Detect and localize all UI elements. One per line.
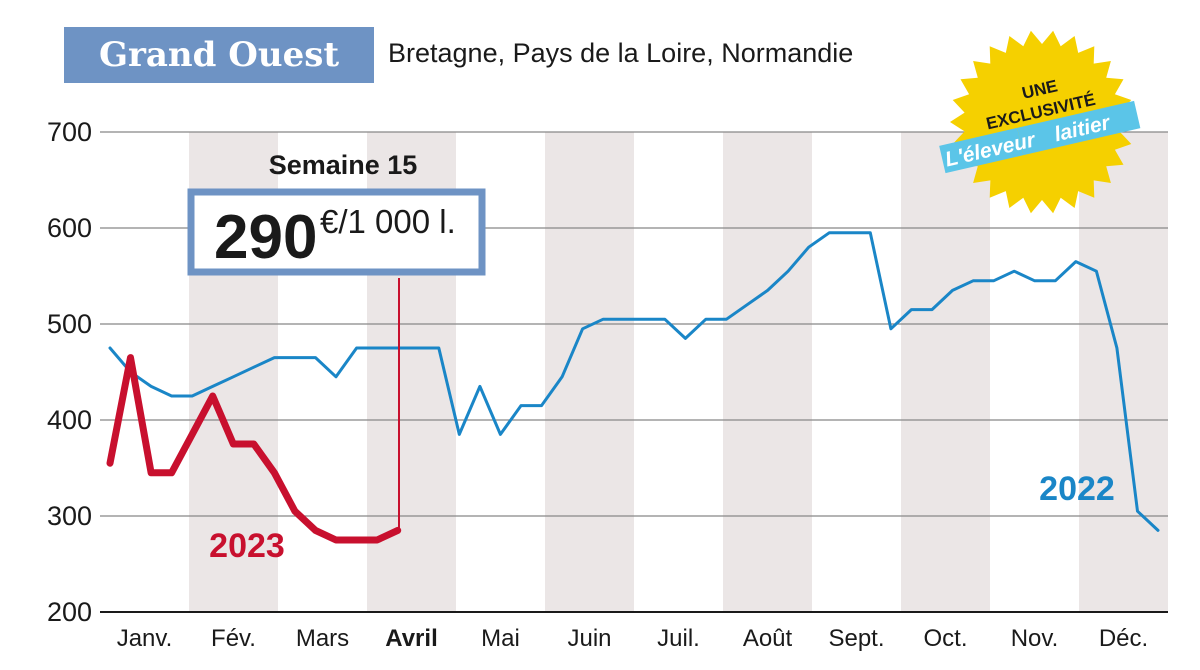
callout-unit: €/1 000 l. [320, 203, 456, 240]
x-month-label: Avril [385, 625, 437, 652]
series-line-2022 [108, 231, 1160, 532]
x-month-label: Nov. [1011, 625, 1059, 652]
y-tick-label: 600 [47, 213, 92, 243]
region-title: Grand Ouest [64, 27, 374, 83]
month-band [1079, 132, 1168, 612]
y-tick-label: 300 [47, 501, 92, 531]
x-month-label: Oct. [923, 625, 967, 652]
month-band [901, 132, 990, 612]
month-band [545, 132, 634, 612]
y-tick-label: 200 [47, 597, 92, 627]
exclusive-badge: UNE EXCLUSIVITÉ L'éleveur laitier [939, 30, 1141, 214]
y-tick-label: 500 [47, 309, 92, 339]
x-month-label: Sept. [828, 625, 884, 652]
series-lines [106, 231, 1160, 544]
series-line-2023 [106, 354, 402, 544]
y-axis-ticks: 200 300 400 500 600 700 [47, 117, 92, 627]
badge-sun-shape [950, 30, 1134, 214]
callout-value: 290 [214, 203, 317, 272]
callout-week-label: Semaine 15 [269, 150, 418, 180]
month-band [723, 132, 812, 612]
series-label-2022: 2022 [1039, 470, 1115, 508]
x-month-label: Fév. [211, 625, 256, 652]
region-subtitle: Bretagne, Pays de la Loire, Normandie [388, 38, 854, 68]
x-month-label: Mai [481, 625, 520, 652]
x-month-label: Juil. [657, 625, 700, 652]
x-month-label: Janv. [117, 625, 173, 652]
badge-brand-bg-2 [1017, 100, 1141, 156]
y-tick-label: 700 [47, 117, 92, 147]
x-month-label: Déc. [1099, 625, 1148, 652]
callout-box [187, 188, 486, 276]
y-tick-label: 400 [47, 405, 92, 435]
badge-brand-bg [939, 127, 1024, 174]
x-axis-month-labels: Janv. Fév. Mars Avril Mai Juin Juil. Août Sept. O… [117, 625, 1148, 652]
gridlines [100, 131, 1168, 613]
x-month-label: Mars [296, 625, 349, 652]
x-month-label: Juin [567, 625, 611, 652]
series-label-2023: 2023 [209, 527, 285, 565]
x-month-label: Août [743, 625, 793, 652]
